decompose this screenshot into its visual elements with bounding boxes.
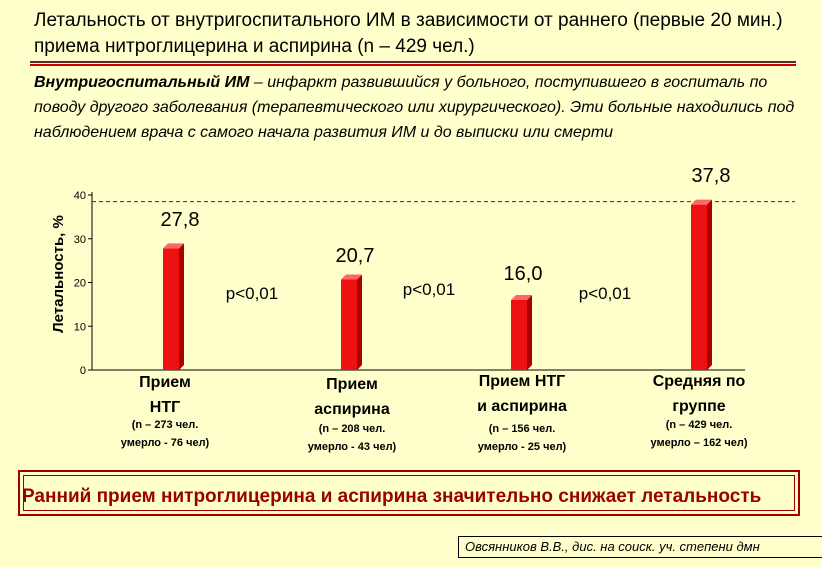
bar-value-label: 37,8: [692, 165, 731, 187]
conclusion-text: Ранний прием нитроглицерина и аспирина з…: [22, 486, 762, 507]
p-value-label: p<0,01: [403, 280, 455, 299]
bar-value-label: 27,8: [161, 209, 200, 231]
bar-side: [707, 199, 712, 370]
bar-side: [527, 295, 532, 370]
category-label: Прием: [139, 374, 191, 391]
bar-side: [179, 243, 184, 370]
bar-chart: Летальность, % 0 10 20 30 40 27,8 20,7 16,0 37,8 p…: [50, 165, 795, 453]
bar-top: [691, 199, 712, 205]
title-underline: [30, 61, 796, 63]
category-label: Прием: [326, 376, 378, 393]
bar: [691, 204, 707, 370]
category-note: умерло - 76 чел): [121, 437, 210, 449]
definition-term: Внутригоспитальный ИМ: [34, 74, 250, 91]
bar-side: [357, 274, 362, 370]
slide-title: Летальность от внутригоспитального ИМ в …: [34, 10, 783, 57]
category-note: (n – 156 чел.: [489, 423, 556, 435]
title-underline-accent: [30, 64, 796, 66]
y-axis-label: Летальность, %: [50, 215, 67, 333]
category-note: умерло - 25 чел): [478, 441, 567, 453]
category-note: умерло - 43 чел): [308, 441, 397, 453]
bar: [163, 248, 179, 370]
bar: [341, 279, 357, 370]
category-label: аспирина: [314, 401, 390, 418]
category-label: группе: [672, 398, 725, 415]
p-value-label: p<0,01: [226, 284, 278, 303]
y-tick-label: 20: [74, 278, 86, 290]
y-tick-label: 30: [74, 234, 86, 246]
category-note: (n – 273 чел.: [132, 419, 199, 431]
y-tick-label: 10: [74, 321, 86, 333]
source-citation: Овсянников В.В., дис. на соиск. уч. степ…: [458, 536, 822, 558]
bar-top: [163, 243, 184, 249]
bar: [511, 300, 527, 370]
p-value-label: p<0,01: [579, 284, 631, 303]
y-tick-label: 40: [74, 190, 86, 202]
category-label: Прием НТГ: [479, 373, 565, 390]
bar-top: [511, 295, 532, 300]
category-note: умерло – 162 чел): [650, 437, 747, 449]
bar-value-label: 16,0: [504, 263, 543, 285]
definition-body: – инфаркт развившийся у больного, поступ…: [34, 74, 795, 141]
category-label: НТГ: [150, 399, 180, 416]
category-label: и аспирина: [477, 398, 567, 415]
category-note: (n – 429 чел.: [666, 419, 733, 431]
bar-top: [341, 274, 362, 280]
category-note: (n – 208 чел.: [319, 423, 386, 435]
y-tick-label: 0: [80, 365, 86, 377]
definition-text: Внутригоспитальный ИМ – инфаркт развивши…: [34, 70, 814, 145]
bar-value-label: 20,7: [336, 245, 375, 267]
category-label: Средняя по: [653, 373, 746, 390]
conclusion-frame: [18, 470, 800, 516]
